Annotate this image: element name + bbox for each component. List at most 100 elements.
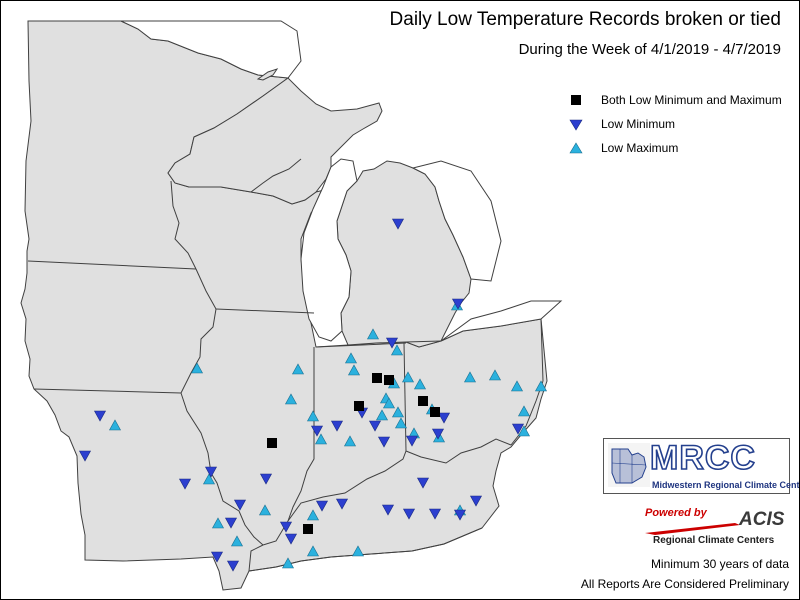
station-low-max-marker xyxy=(211,517,225,529)
border-ia-mo xyxy=(33,388,182,394)
station-both-marker xyxy=(267,438,277,448)
up-triangle-icon xyxy=(569,142,583,154)
mrcc-wordmark: MRCC xyxy=(649,438,756,478)
land-layer xyxy=(20,20,563,591)
station-low-max-marker xyxy=(108,419,122,431)
station-low-min-marker xyxy=(226,560,240,572)
station-low-max-marker xyxy=(375,409,389,421)
station-low-max-marker xyxy=(343,435,357,447)
station-low-max-marker xyxy=(394,417,408,429)
station-low-max-marker xyxy=(306,410,320,422)
station-low-min-marker xyxy=(381,504,395,516)
station-markers xyxy=(78,218,548,572)
station-low-max-marker xyxy=(391,406,405,418)
station-low-min-marker xyxy=(315,500,329,512)
acis-logo: Powered by ACIS Regional Climate Centers xyxy=(643,507,793,551)
footnote-preliminary: All Reports Are Considered Preliminary xyxy=(580,577,789,591)
station-both-marker xyxy=(418,396,428,406)
station-low-max-marker xyxy=(202,473,216,485)
border-ky-tn xyxy=(248,527,483,572)
station-low-max-marker xyxy=(306,509,320,521)
station-low-min-marker xyxy=(259,473,273,485)
station-low-min-marker xyxy=(368,420,382,432)
station-both-marker xyxy=(354,401,364,411)
lake-huron xyxy=(411,160,502,282)
mrcc-subtitle: Midwestern Regional Climate Center xyxy=(652,480,800,490)
station-low-min-marker xyxy=(284,533,298,545)
acis-subtitle: Regional Climate Centers xyxy=(653,535,775,546)
station-low-max-marker xyxy=(366,328,380,340)
station-low-max-marker xyxy=(517,425,531,437)
station-low-min-marker xyxy=(78,450,92,462)
border-wi-il xyxy=(215,308,315,314)
station-low-max-marker xyxy=(463,371,477,383)
border-ia-il xyxy=(180,308,217,394)
station-low-min-marker xyxy=(210,551,224,563)
acis-wordmark: ACIS xyxy=(739,509,785,530)
border-wi-ia xyxy=(195,268,217,310)
station-low-min-marker xyxy=(377,436,391,448)
station-low-max-marker xyxy=(390,344,404,356)
station-low-max-marker xyxy=(344,352,358,364)
legend-label-low-min: Low Minimum xyxy=(601,117,676,131)
station-low-min-marker xyxy=(279,521,293,533)
station-low-max-marker xyxy=(258,504,272,516)
station-low-min-marker xyxy=(428,508,442,520)
station-both-marker xyxy=(430,407,440,417)
lake-superior xyxy=(120,20,302,79)
station-low-max-marker xyxy=(401,371,415,383)
station-low-max-marker xyxy=(291,363,305,375)
station-low-min-marker xyxy=(310,425,324,437)
acis-swoosh-icon xyxy=(645,523,740,535)
station-low-min-marker xyxy=(330,420,344,432)
station-low-max-marker xyxy=(347,364,361,376)
station-low-min-marker xyxy=(469,495,483,507)
station-both-marker xyxy=(372,373,382,383)
lake-erie xyxy=(440,300,563,342)
legend-label-both: Both Low Minimum and Maximum xyxy=(601,93,782,107)
station-low-max-marker xyxy=(488,369,502,381)
border-oh-ky xyxy=(405,438,512,464)
border-mo-il xyxy=(180,392,264,546)
station-low-min-marker xyxy=(224,517,238,529)
station-low-min-marker xyxy=(335,498,349,510)
station-low-max-marker xyxy=(351,545,365,557)
acis-powered-by: Powered by xyxy=(645,507,707,519)
station-low-max-marker xyxy=(281,557,295,569)
station-low-min-marker xyxy=(437,412,451,424)
border-in-oh xyxy=(403,342,407,452)
station-low-max-marker xyxy=(230,535,244,547)
mrcc-logo: MRCC Midwestern Regional Climate Center xyxy=(603,438,799,494)
station-both-marker xyxy=(303,524,313,534)
station-low-min-marker xyxy=(416,477,430,489)
station-low-min-marker xyxy=(93,410,107,422)
station-low-min-marker xyxy=(391,218,405,230)
station-low-max-marker xyxy=(190,362,204,374)
border-oh-pa xyxy=(540,318,544,382)
station-low-max-marker xyxy=(510,380,524,392)
lake-michigan xyxy=(300,158,358,342)
station-low-min-marker xyxy=(451,298,465,310)
station-low-min-marker xyxy=(405,435,419,447)
border-mn-wi xyxy=(170,180,197,270)
station-low-min-marker xyxy=(233,499,247,511)
station-low-max-marker xyxy=(517,405,531,417)
station-low-min-marker xyxy=(402,508,416,520)
legend-label-low-max: Low Maximum xyxy=(601,141,679,155)
station-low-min-marker xyxy=(178,478,192,490)
station-low-min-marker xyxy=(204,466,218,478)
border-in-ky xyxy=(287,450,407,522)
station-low-max-marker xyxy=(413,378,427,390)
station-low-max-marker xyxy=(534,380,548,392)
border-mi-wi xyxy=(250,158,302,193)
midwest-map-icon xyxy=(608,443,650,487)
footnote-min-years: Minimum 30 years of data xyxy=(650,557,789,571)
down-triangle-icon xyxy=(569,119,583,131)
station-low-min-marker xyxy=(453,509,467,521)
station-low-min-marker xyxy=(431,428,445,440)
state-borders xyxy=(27,158,544,572)
isle-royale xyxy=(256,68,279,81)
border-mn-ia xyxy=(27,260,197,270)
map-subtitle: During the Week of 4/1/2019 - 4/7/2019 xyxy=(518,41,781,58)
